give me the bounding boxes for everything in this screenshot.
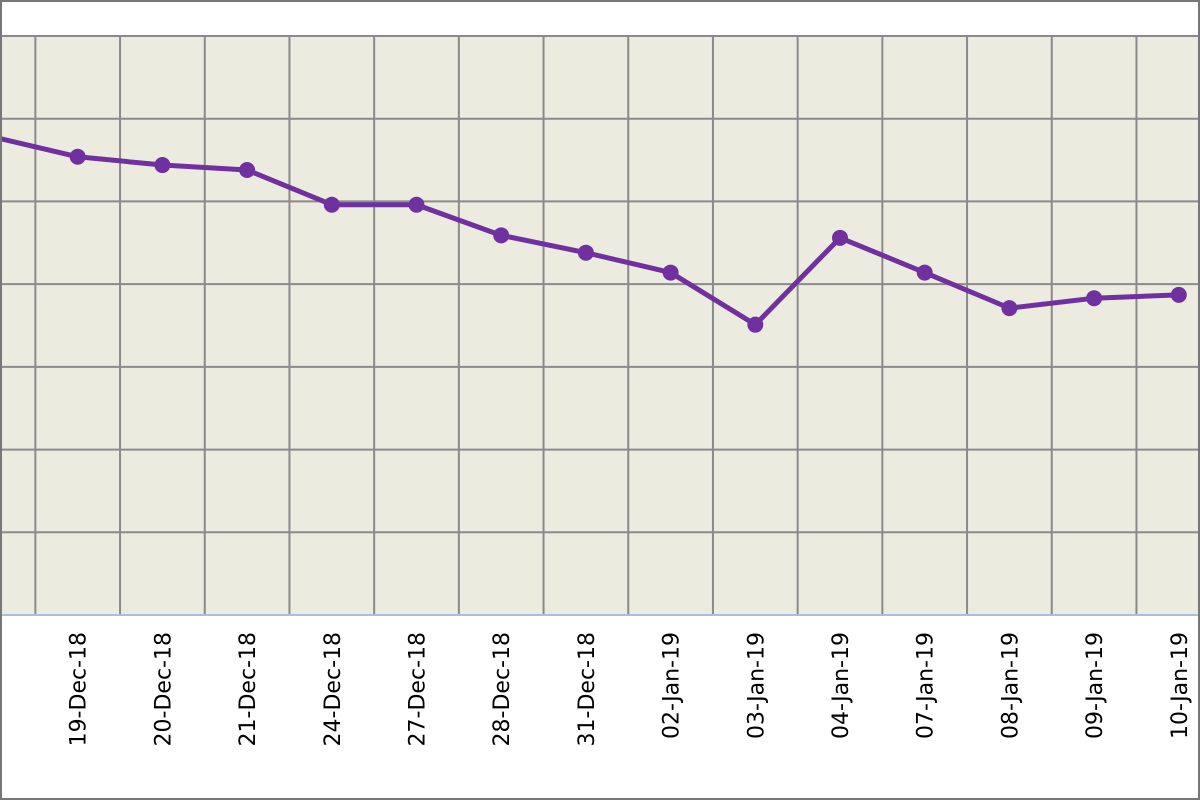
x-tick-label: 08-Jan-19 bbox=[998, 632, 1023, 739]
x-tick-label: 07-Jan-19 bbox=[914, 632, 939, 739]
x-tick-label: 19-Dec-18 bbox=[67, 632, 92, 746]
x-tick-label: 09-Jan-19 bbox=[1083, 632, 1108, 739]
x-tick-label: 02-Jan-19 bbox=[660, 632, 685, 739]
data-point bbox=[577, 244, 594, 261]
series bbox=[0, 133, 1187, 333]
data-point bbox=[916, 264, 933, 281]
data-point bbox=[662, 264, 679, 281]
grid bbox=[0, 35, 1200, 616]
x-tick-label: 28-Dec-18 bbox=[490, 632, 515, 746]
x-tick-label: 27-Dec-18 bbox=[406, 632, 431, 746]
x-labels: 18-Dec-18 19-Dec-18 20-Dec-18 21-Dec-18 24-D… bbox=[0, 632, 1193, 746]
x-tick-label: 20-Dec-18 bbox=[151, 632, 176, 746]
data-point bbox=[747, 316, 764, 333]
plot-area bbox=[0, 36, 1200, 615]
x-tick-label: 04-Jan-19 bbox=[829, 632, 854, 739]
data-point bbox=[1170, 286, 1187, 303]
data-point bbox=[69, 148, 86, 165]
x-tick-label: 31-Dec-18 bbox=[575, 632, 600, 746]
data-point bbox=[1086, 290, 1103, 307]
data-point bbox=[323, 196, 340, 213]
data-point bbox=[239, 161, 256, 178]
data-point bbox=[408, 196, 425, 213]
x-tick-label: 21-Dec-18 bbox=[236, 632, 261, 746]
x-tick-label: 24-Dec-18 bbox=[321, 632, 346, 746]
x-tick-label: 18-Dec-18 bbox=[0, 632, 7, 746]
x-tick-label: 10-Jan-19 bbox=[1168, 632, 1193, 739]
data-point bbox=[154, 157, 171, 174]
x-tick-label: 03-Jan-19 bbox=[744, 632, 769, 739]
data-point bbox=[493, 227, 510, 244]
data-point bbox=[832, 229, 848, 246]
data-point bbox=[1001, 300, 1018, 317]
